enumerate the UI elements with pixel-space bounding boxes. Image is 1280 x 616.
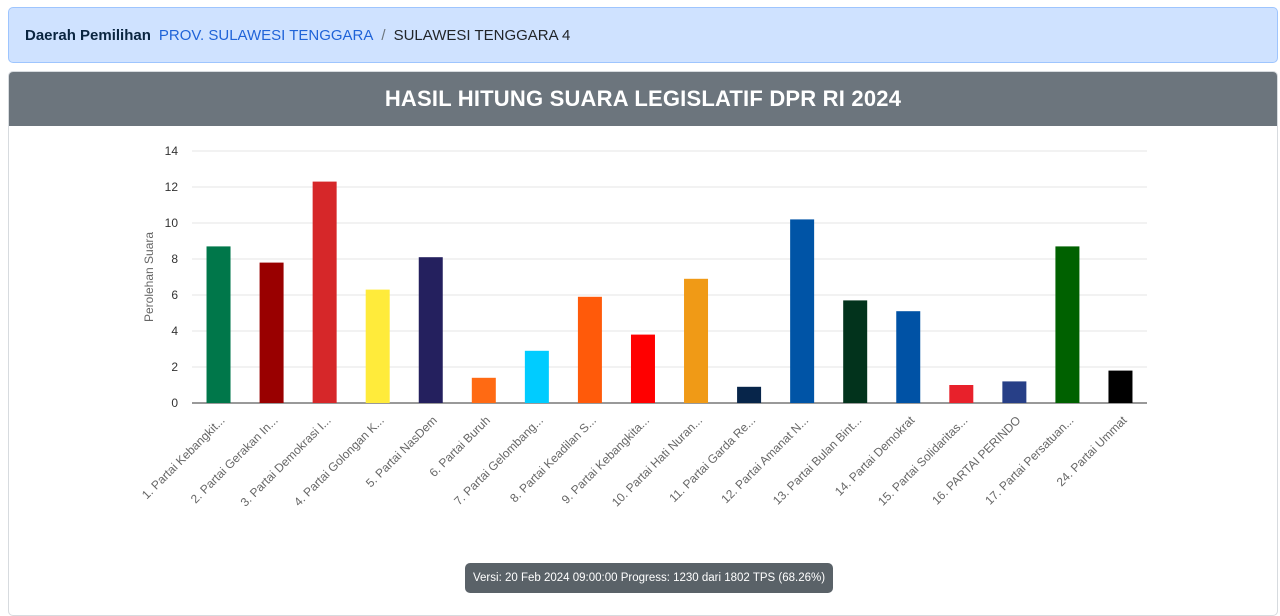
y-tick-label: 6	[171, 288, 178, 302]
breadcrumb-label: Daerah Pemilihan	[25, 26, 151, 44]
y-tick-label: 12	[165, 180, 179, 194]
bar	[418, 257, 443, 403]
bar	[1002, 381, 1027, 403]
y-tick-label: 10	[165, 216, 179, 230]
card-header: HASIL HITUNG SUARA LEGISLATIF DPR RI 202…	[9, 72, 1277, 126]
x-tick-label: 8. Partai Keadilan S...	[507, 413, 599, 505]
bar	[206, 246, 231, 403]
breadcrumb: Daerah Pemilihan PROV. SULAWESI TENGGARA…	[8, 7, 1278, 63]
y-tick-label: 2	[171, 360, 178, 374]
bar	[259, 262, 284, 403]
bar	[1055, 246, 1080, 403]
x-tick-label: 3. Partai Demokrasi I...	[238, 413, 334, 509]
y-tick-label: 8	[171, 252, 178, 266]
x-tick-label: 16. PARTAI PERINDO	[929, 413, 1023, 507]
x-tick-label: 10. Partai Hati Nuran...	[609, 413, 705, 509]
y-tick-label: 0	[171, 396, 178, 410]
x-tick-label: 2. Partai Gerakan In...	[188, 413, 281, 506]
bar	[524, 350, 549, 403]
bar	[365, 289, 390, 403]
x-tick-label: 15. Partai Solidaritas...	[875, 413, 970, 508]
breadcrumb-province-link[interactable]: PROV. SULAWESI TENGGARA	[158, 26, 374, 44]
bar	[577, 296, 602, 403]
x-tick-label: 12. Partai Amanat N...	[718, 413, 811, 506]
x-tick-label: 13. Partai Bulan Bint...	[770, 413, 864, 507]
x-tick-label: 9. Partai Kebangkita...	[559, 413, 652, 506]
bar	[630, 334, 655, 403]
bar	[790, 219, 815, 403]
bar	[1108, 370, 1133, 403]
bar	[471, 377, 496, 403]
bar	[843, 300, 868, 403]
bar	[949, 385, 974, 403]
breadcrumb-current: SULAWESI TENGGARA 4	[393, 26, 571, 44]
bar	[312, 181, 337, 403]
bar	[737, 386, 762, 403]
y-tick-label: 4	[171, 324, 178, 338]
bar	[896, 311, 921, 403]
results-card: HASIL HITUNG SUARA LEGISLATIF DPR RI 202…	[8, 71, 1278, 616]
x-tick-label: 4. Partai Golongan K...	[291, 413, 387, 509]
page-title: HASIL HITUNG SUARA LEGISLATIF DPR RI 202…	[384, 86, 902, 111]
breadcrumb-separator: /	[381, 26, 386, 44]
x-tick-label: 17. Partai Persatuan...	[982, 413, 1076, 507]
x-tick-label: 7. Partai Gelombang...	[451, 413, 546, 508]
y-tick-label: 14	[165, 144, 179, 158]
y-axis-label: Perolehan Suara	[142, 232, 156, 322]
status-badge: Versi: 20 Feb 2024 09:00:00 Progress: 12…	[465, 563, 834, 593]
bar	[684, 278, 709, 403]
